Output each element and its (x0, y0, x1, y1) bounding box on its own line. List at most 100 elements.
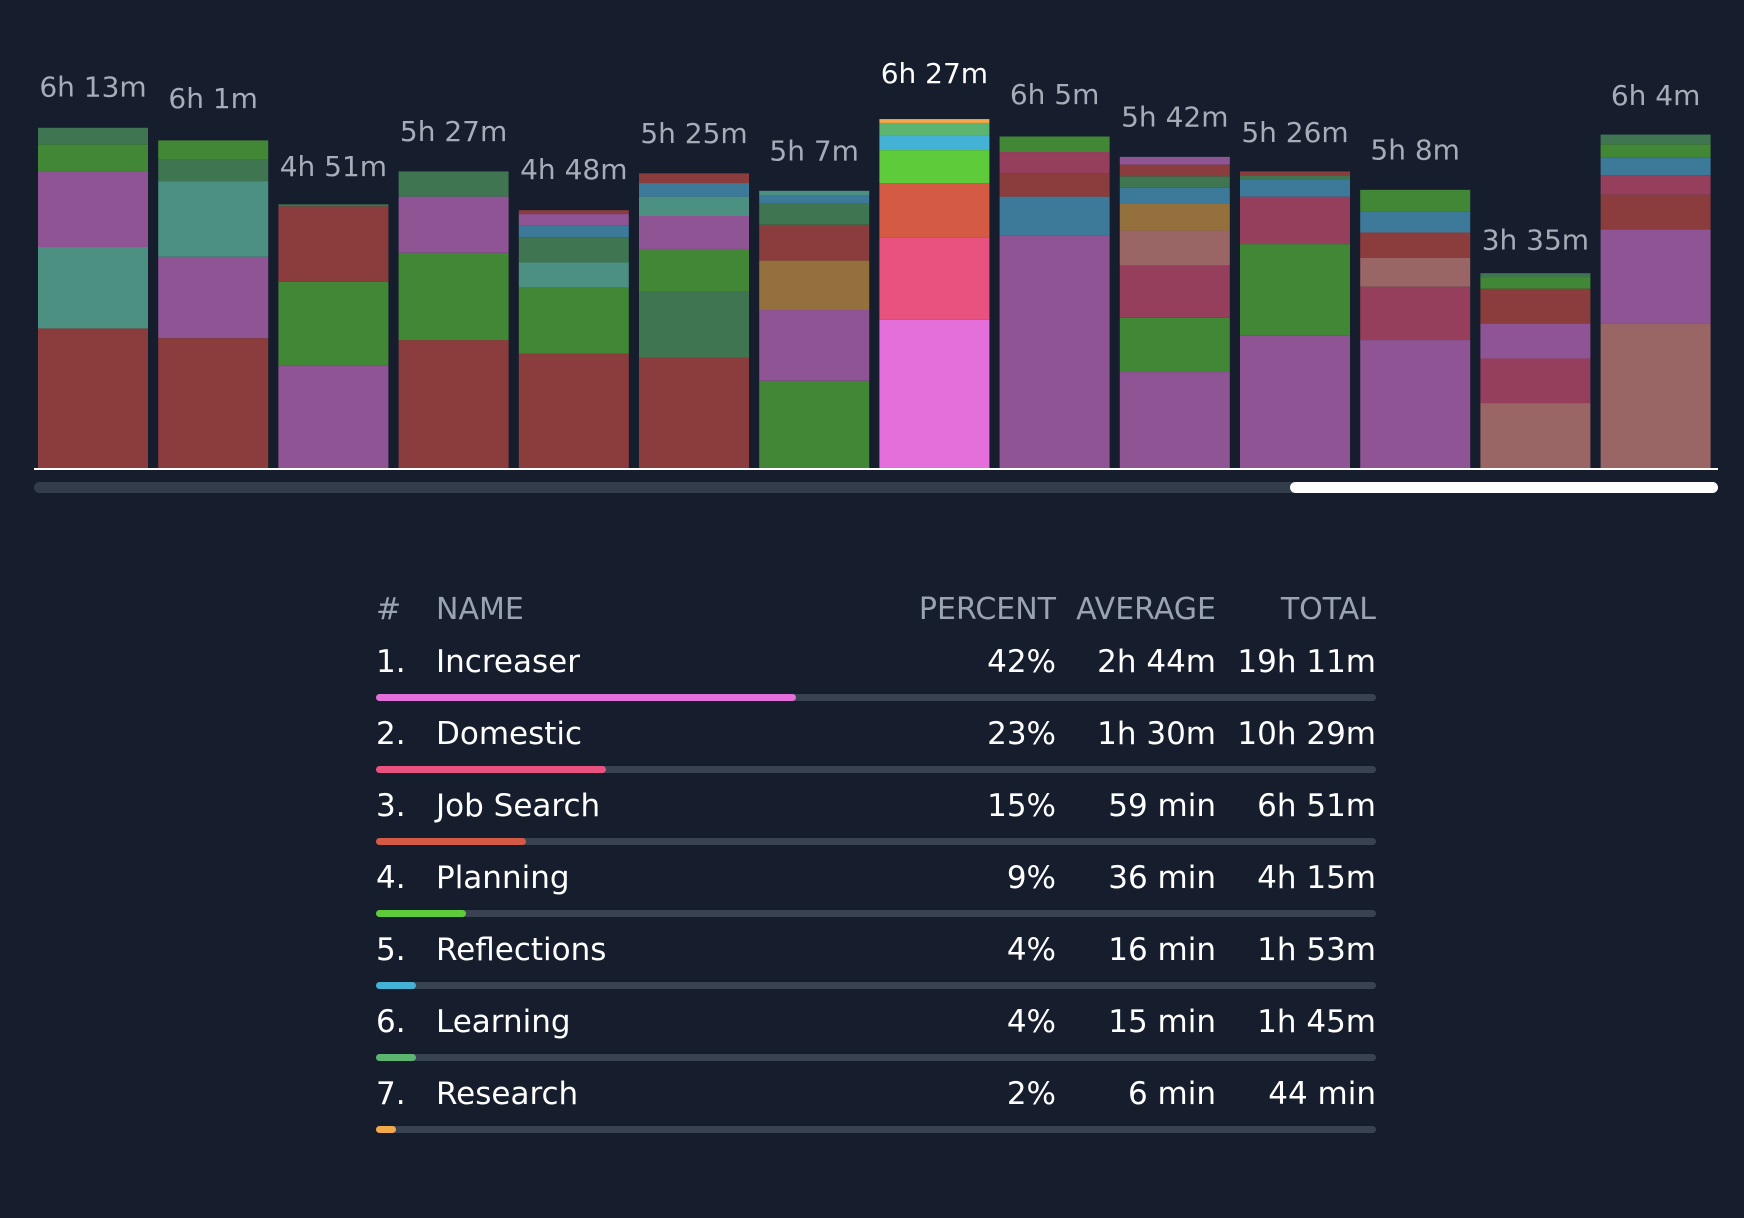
bar-segment (1480, 288, 1591, 324)
bar-12[interactable] (1360, 189, 1471, 468)
share-bar-fill (376, 1126, 396, 1133)
bar-3[interactable] (278, 204, 389, 468)
row-percent: 23% (987, 716, 1056, 752)
bar-segment (1240, 175, 1350, 180)
bar-total-label: 6h 1m (168, 82, 258, 115)
share-bar-fill (376, 766, 606, 773)
bar-segment (1360, 286, 1471, 341)
row-name: Learning (436, 1004, 571, 1040)
bar-segment (1119, 317, 1230, 373)
bar-segment (999, 136, 1110, 153)
chart-scrollbar-track[interactable] (34, 482, 1718, 493)
bar-total-label: 5h 7m (769, 134, 859, 167)
bar-7[interactable] (759, 190, 870, 468)
bar-segment (398, 340, 509, 468)
bar-segment (158, 256, 269, 339)
bar-total-label: 6h 13m (39, 70, 146, 103)
header-average: AVERAGE (1076, 592, 1216, 627)
row-number: 7. (376, 1076, 406, 1112)
bar-4[interactable] (398, 171, 509, 468)
row-percent: 4% (1006, 932, 1056, 968)
bar-11[interactable] (1240, 171, 1350, 468)
row-name: Increaser (436, 644, 580, 680)
bar-segment (1360, 340, 1471, 468)
bar-segment (38, 328, 148, 468)
bar-segment (879, 135, 990, 151)
share-bar-track (376, 1054, 1376, 1061)
bar-5[interactable] (518, 210, 629, 468)
bar-segment (38, 247, 148, 329)
bar-total-label: 6h 27m (881, 57, 988, 90)
bar-segment (879, 119, 990, 123)
row-total: 10h 29m (1237, 716, 1376, 752)
bar-14[interactable] (1600, 134, 1711, 468)
share-bar-fill (376, 838, 526, 845)
bar-segment (278, 365, 389, 468)
bar-segment (1119, 164, 1230, 177)
row-total: 44 min (1268, 1076, 1376, 1112)
bar-9[interactable] (999, 136, 1110, 468)
bar-8[interactable] (879, 119, 990, 468)
bar-segment (759, 190, 870, 196)
bar-total-label: 6h 4m (1611, 79, 1701, 112)
row-number: 3. (376, 788, 406, 824)
bar-total-label: 5h 25m (640, 117, 747, 150)
bar-segment (398, 252, 509, 341)
row-total: 1h 53m (1257, 932, 1376, 968)
bar-segment (1240, 179, 1350, 197)
bar-segment (759, 310, 870, 381)
bar-segment (1240, 335, 1350, 468)
bar-segment (158, 338, 269, 468)
bar-segment (999, 173, 1110, 197)
bar-segment (38, 127, 148, 145)
bar-segment (879, 183, 990, 238)
row-name: Planning (436, 860, 570, 896)
bar-10[interactable] (1119, 156, 1230, 468)
bar-segment (518, 210, 629, 215)
bar-segment (759, 195, 870, 204)
bar-total-label: 4h 48m (520, 153, 627, 186)
bar-segment (1360, 211, 1471, 233)
row-number: 5. (376, 932, 406, 968)
bar-1[interactable] (38, 127, 148, 468)
bar-segment (1480, 273, 1591, 278)
bar-segment (158, 140, 269, 160)
bar-6[interactable] (639, 173, 749, 468)
bar-segment (999, 196, 1110, 236)
bar-segment (639, 183, 749, 197)
bar-segment (879, 319, 990, 468)
bar-segment (1360, 257, 1471, 287)
table-row: 2. Domestic 23% 1h 30m 10h 29m (376, 714, 1376, 786)
row-total: 19h 11m (1237, 644, 1376, 680)
bar-segment (158, 159, 269, 182)
stacked-bar-chart: 6h 13m 6h 1m 4h 51m 5h 27m 4h 48m 5h 25m 5h 7m… (34, 57, 1718, 470)
share-bar-track (376, 910, 1376, 917)
bar-segment (759, 203, 870, 225)
bar-13[interactable] (1480, 273, 1591, 468)
bar-total-label: 3h 35m (1482, 224, 1589, 257)
table-row: 1. Increaser 42% 2h 44m 19h 11m (376, 642, 1376, 714)
bar-segment (1360, 189, 1471, 212)
row-name: Reflections (436, 932, 607, 968)
row-percent: 4% (1006, 1004, 1056, 1040)
bar-segment (1119, 176, 1230, 188)
table-row: 6. Learning 4% 15 min 1h 45m (376, 1002, 1376, 1074)
row-average: 15 min (1108, 1004, 1216, 1040)
bar-segment (1119, 203, 1230, 231)
bar-segment (278, 206, 389, 282)
share-bar-track (376, 694, 1376, 701)
bar-segment (518, 287, 629, 354)
share-bar-fill (376, 1054, 416, 1061)
table-row: 4. Planning 9% 36 min 4h 15m (376, 858, 1376, 930)
category-table: # NAME PERCENT AVERAGE TOTAL 1. Increase… (376, 590, 1376, 1146)
chart-scrollbar-thumb[interactable] (1290, 482, 1718, 493)
bar-segment (38, 144, 148, 172)
bar-segment (1119, 156, 1230, 165)
bar-segment (278, 204, 389, 207)
bar-2[interactable] (158, 140, 269, 468)
share-bar-track (376, 838, 1376, 845)
bar-segment (639, 248, 749, 292)
row-number: 2. (376, 716, 406, 752)
bar-segment (398, 196, 509, 253)
bar-segment (1480, 358, 1591, 404)
